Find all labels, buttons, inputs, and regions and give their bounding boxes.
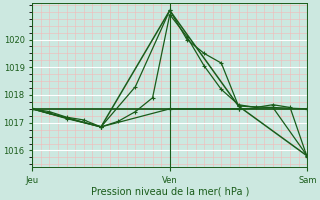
X-axis label: Pression niveau de la mer( hPa ): Pression niveau de la mer( hPa ) xyxy=(91,187,249,197)
